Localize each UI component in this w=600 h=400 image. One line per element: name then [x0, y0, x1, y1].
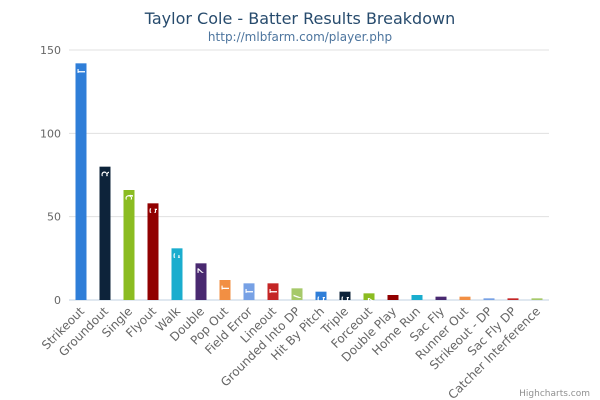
bar — [339, 291, 351, 300]
bar — [243, 283, 255, 300]
y-tick-label: 150 — [40, 44, 61, 57]
data-label: 2 — [434, 301, 449, 309]
data-label: 5 — [338, 296, 353, 304]
data-label: 80 — [98, 171, 113, 188]
data-label: 10 — [242, 287, 257, 304]
data-label: 2 — [458, 301, 473, 309]
bar — [315, 291, 327, 300]
chart-title: Taylor Cole - Batter Results Breakdown — [144, 9, 455, 28]
data-label: 58 — [146, 207, 161, 224]
y-tick-label: 0 — [54, 294, 61, 307]
bar — [195, 263, 207, 300]
data-label: 66 — [122, 194, 137, 211]
bar — [387, 295, 399, 300]
data-label: 10 — [266, 287, 281, 304]
data-label: 142 — [74, 67, 89, 92]
bar — [75, 63, 87, 301]
data-label: 3 — [410, 299, 425, 307]
data-label: 5 — [314, 296, 329, 304]
data-label: 1 — [506, 302, 521, 310]
data-label: 12 — [218, 284, 233, 301]
bar — [123, 190, 135, 300]
data-label: 3 — [386, 299, 401, 307]
bar — [291, 288, 303, 300]
data-label: 1 — [530, 302, 545, 310]
data-label: 31 — [170, 252, 185, 269]
bar — [363, 293, 375, 300]
data-label: 1 — [482, 302, 497, 310]
credits[interactable]: Highcharts.com — [519, 389, 590, 399]
bar — [267, 283, 279, 300]
y-tick-label: 50 — [47, 211, 61, 224]
data-label: 22 — [194, 267, 209, 284]
bar — [531, 298, 543, 300]
bar — [99, 166, 111, 300]
chart-subtitle: http://mlbfarm.com/player.php — [208, 30, 392, 44]
bar — [459, 296, 471, 300]
data-label: 4 — [362, 297, 377, 305]
data-label: 7 — [290, 292, 305, 300]
y-tick-label: 100 — [40, 127, 61, 140]
bar — [483, 298, 495, 300]
bar — [411, 295, 423, 300]
bar — [171, 248, 183, 300]
bar — [507, 298, 519, 300]
bar — [435, 296, 447, 300]
bar — [219, 280, 231, 300]
bar — [147, 203, 159, 300]
